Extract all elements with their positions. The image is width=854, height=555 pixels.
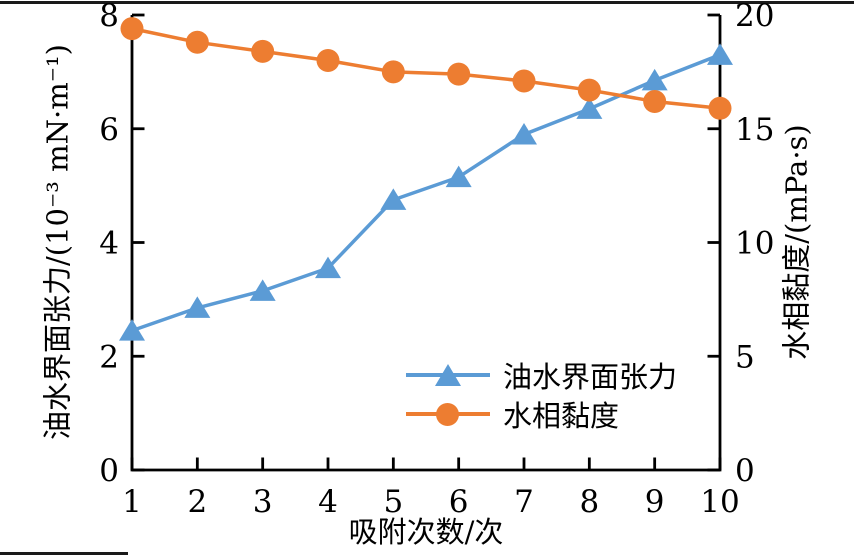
y-left-tick-label: 0 — [99, 453, 119, 489]
triangle-marker-icon — [435, 363, 461, 386]
triangle-marker-icon — [380, 188, 407, 210]
triangle-marker-icon — [641, 68, 668, 91]
y-right-tick-label: 20 — [735, 0, 774, 34]
y-left-tick-label: 4 — [99, 226, 119, 262]
legend-item-viscosity: 水相黏度 — [406, 394, 677, 433]
y-right-tick-label: 5 — [735, 339, 755, 375]
x-tick-label: 3 — [253, 484, 273, 520]
legend-sample-interfacial-tension — [406, 362, 490, 388]
legend-item-interfacial-tension: 油水界面张力 — [406, 355, 677, 394]
circle-marker-icon — [120, 17, 144, 41]
circle-marker-icon — [381, 60, 405, 84]
triangle-marker-icon — [184, 296, 211, 318]
y-left-tick-label: 2 — [99, 339, 119, 375]
circle-marker-icon — [316, 49, 340, 72]
x-tick-label: 10 — [700, 484, 739, 520]
x-tick-label: 9 — [645, 484, 665, 520]
tick-labels: 0 2 4 6 8 0 5 10 15 20 1 2 3 4 5 6 7 8 9 10 — [99, 0, 774, 520]
y-right-tick-label: 15 — [735, 112, 774, 148]
triangle-marker-icon — [315, 256, 341, 279]
triangle-marker-icon — [707, 43, 733, 65]
x-tick-label: 7 — [514, 484, 534, 520]
circle-marker-icon — [643, 89, 667, 113]
y-left-tick-label: 6 — [99, 112, 119, 148]
circle-marker-icon — [708, 96, 732, 120]
x-tick-label: 8 — [579, 484, 599, 520]
y-right-tick-label: 10 — [735, 226, 774, 262]
y-axis-right-title: 水相黏度/(mPa·s) — [779, 124, 814, 360]
circle-marker-icon — [447, 62, 471, 86]
legend-label-interfacial-tension: 油水界面张力 — [503, 359, 678, 394]
page-bottom-rule-fragment — [0, 552, 128, 555]
legend-label-viscosity: 水相黏度 — [503, 398, 620, 433]
triangle-marker-icon — [511, 122, 537, 145]
circle-marker-icon — [512, 69, 536, 93]
circle-marker-icon — [577, 78, 601, 102]
legend-sample-viscosity — [406, 401, 490, 427]
circle-marker-icon — [185, 30, 209, 54]
x-tick-label: 4 — [318, 484, 338, 520]
y-right-tick-label: 0 — [735, 453, 755, 489]
circle-marker-icon — [251, 39, 275, 63]
series-line-viscosity — [131, 26, 721, 111]
x-tick-label: 1 — [122, 484, 142, 520]
axes-spines-and-ticks — [130, 13, 722, 472]
x-axis-title: 吸附次数/次 — [348, 515, 504, 549]
data-series — [119, 17, 733, 341]
y-axis-left-title: 油水界面张力/(10⁻³ mN·m⁻¹) — [40, 44, 75, 440]
y-left-tick-label: 8 — [99, 0, 119, 34]
triangle-marker-icon — [576, 97, 603, 119]
page-top-rule — [0, 1, 854, 4]
triangle-marker-icon — [249, 279, 276, 301]
x-tick-label: 5 — [383, 484, 403, 520]
triangle-marker-icon — [445, 165, 472, 188]
x-tick-label: 6 — [449, 484, 469, 520]
x-tick-label: 2 — [187, 484, 207, 520]
circle-marker-icon — [436, 402, 459, 426]
legend: 油水界面张力 水相黏度 — [406, 355, 677, 433]
triangle-marker-icon — [119, 319, 145, 341]
